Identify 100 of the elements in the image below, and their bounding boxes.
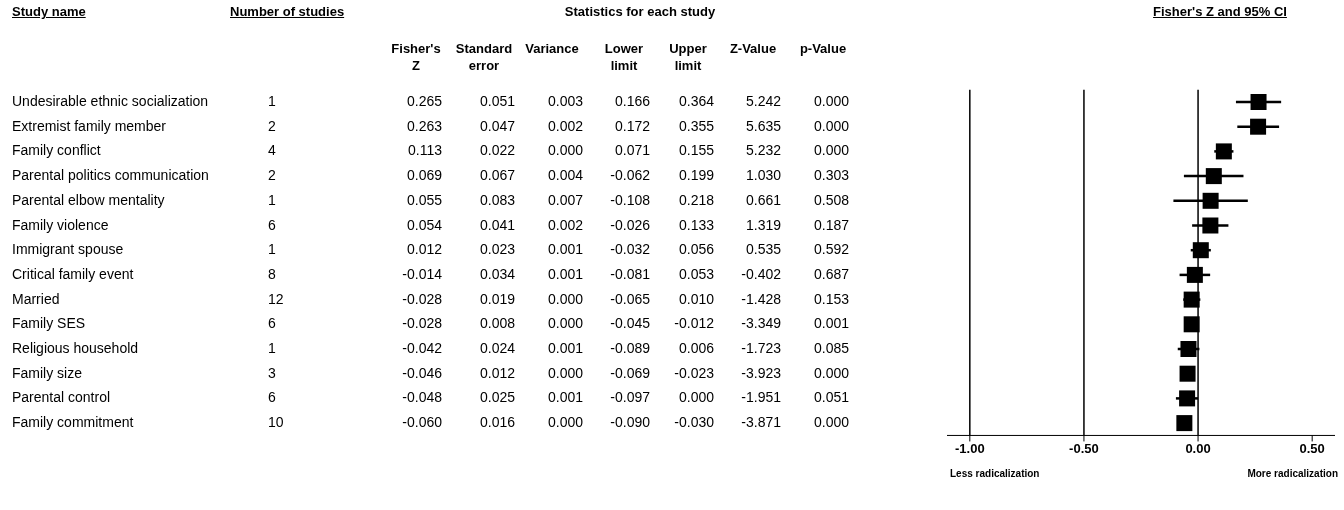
- text: 2: [268, 117, 276, 134]
- text: 0.085: [813, 340, 849, 356]
- text: -0.069: [610, 364, 650, 381]
- category-label: Critical family event: [12, 265, 134, 282]
- text: 0.055: [406, 191, 442, 208]
- text: -0.065: [610, 290, 650, 307]
- text: -3.923: [741, 364, 781, 381]
- text: 0.001: [813, 315, 849, 332]
- text: 0.019: [479, 290, 515, 307]
- text: -0.108: [610, 191, 650, 208]
- text: 0.218: [678, 191, 714, 208]
- text: 0.000: [813, 117, 849, 134]
- text: 0.069: [406, 167, 442, 184]
- text: -0.081: [610, 265, 650, 282]
- text: Study name: [12, 4, 86, 19]
- category-label: Undesirable ethnic socialization: [12, 93, 209, 109]
- text: -0.060: [402, 414, 442, 431]
- text: 10: [268, 414, 284, 431]
- text: 1: [268, 93, 276, 109]
- text: -0.048: [402, 389, 442, 406]
- x-tick-label: 0.00: [1185, 440, 1211, 456]
- text: More radicalization: [1247, 468, 1338, 479]
- text: 0.355: [678, 117, 714, 134]
- text: 0.303: [813, 167, 849, 184]
- text: 0.364: [678, 93, 714, 109]
- text: 0.007: [547, 191, 583, 208]
- text: 0.041: [479, 216, 515, 233]
- text: 0.001: [547, 389, 583, 406]
- category-label: Family violence: [12, 216, 109, 233]
- x-tick-label: 0.50: [1299, 440, 1325, 456]
- text: 0.025: [479, 389, 515, 406]
- text: 5.635: [745, 117, 781, 134]
- text: 0.024: [479, 340, 515, 356]
- text: -3.871: [741, 414, 781, 431]
- text: 0.000: [547, 142, 583, 159]
- text: 4: [268, 142, 276, 159]
- text: -0.028: [402, 290, 442, 307]
- text: 0.535: [745, 241, 781, 258]
- text: 0.000: [547, 290, 583, 307]
- category-label: Fisher's Z: [390, 40, 442, 74]
- x-tick-label: -0.50: [1069, 440, 1099, 456]
- text: -1.951: [741, 389, 781, 406]
- text: 0.071: [614, 142, 650, 159]
- text: 0.508: [813, 191, 849, 208]
- x-tick-label: -1.00: [955, 440, 985, 456]
- category-label: Upper limit: [668, 40, 708, 74]
- text: -1.723: [741, 340, 781, 356]
- text: Less radicalization: [950, 468, 1040, 479]
- text: 0.661: [745, 191, 781, 208]
- text: -0.089: [610, 340, 650, 356]
- text: 1: [268, 191, 276, 208]
- text: 0.263: [406, 117, 442, 134]
- text: 0.016: [479, 414, 515, 431]
- text: 8: [268, 265, 276, 282]
- text: -0.012: [674, 315, 714, 332]
- text: 0.265: [406, 93, 442, 109]
- text: 0.000: [813, 142, 849, 159]
- text: 0.172: [614, 117, 650, 134]
- text: -0.030: [674, 414, 714, 431]
- text: -0.028: [402, 315, 442, 332]
- text: -0.062: [610, 167, 650, 184]
- text: -0.032: [610, 241, 650, 258]
- text: 0.083: [479, 191, 515, 208]
- text: 0.067: [479, 167, 515, 184]
- category-label: Extremist family member: [12, 117, 167, 134]
- text: 0.001: [547, 265, 583, 282]
- category-label: Family size: [12, 364, 83, 381]
- text: 6: [268, 216, 276, 233]
- text: 0.006: [678, 340, 714, 356]
- category-label: Variance: [524, 40, 580, 57]
- text: 0.012: [406, 241, 442, 258]
- text: -1.428: [741, 290, 781, 307]
- text: 0.133: [678, 216, 714, 233]
- text: 0.010: [678, 290, 714, 307]
- text: 0.166: [614, 93, 650, 109]
- text: 0.687: [813, 265, 849, 282]
- text: 0.056: [678, 241, 714, 258]
- category-label: Parental elbow mentality: [12, 191, 165, 208]
- category-label: Family SES: [12, 315, 86, 332]
- text: 0.051: [479, 93, 515, 109]
- text: -0.026: [610, 216, 650, 233]
- text: 0.001: [547, 241, 583, 258]
- text: -0.046: [402, 364, 442, 381]
- text: -3.349: [741, 315, 781, 332]
- category-label: Lower limit: [603, 40, 645, 74]
- text: 12: [268, 290, 284, 307]
- text: 1.030: [745, 167, 781, 184]
- category-label: p-Value: [798, 40, 848, 57]
- text: 0.022: [479, 142, 515, 159]
- text: 0.002: [547, 117, 583, 134]
- text: 0.199: [678, 167, 714, 184]
- text: 0.001: [547, 340, 583, 356]
- chart-title: Fisher's Z and 95% CI: [1152, 4, 1288, 19]
- text: 0.113: [408, 142, 442, 159]
- text: 6: [268, 389, 276, 406]
- category-label: Married: [12, 290, 60, 307]
- text: 2: [268, 167, 276, 184]
- text: 0.023: [479, 241, 515, 258]
- category-label: Family commitment: [12, 414, 134, 431]
- text: 0.053: [678, 265, 714, 282]
